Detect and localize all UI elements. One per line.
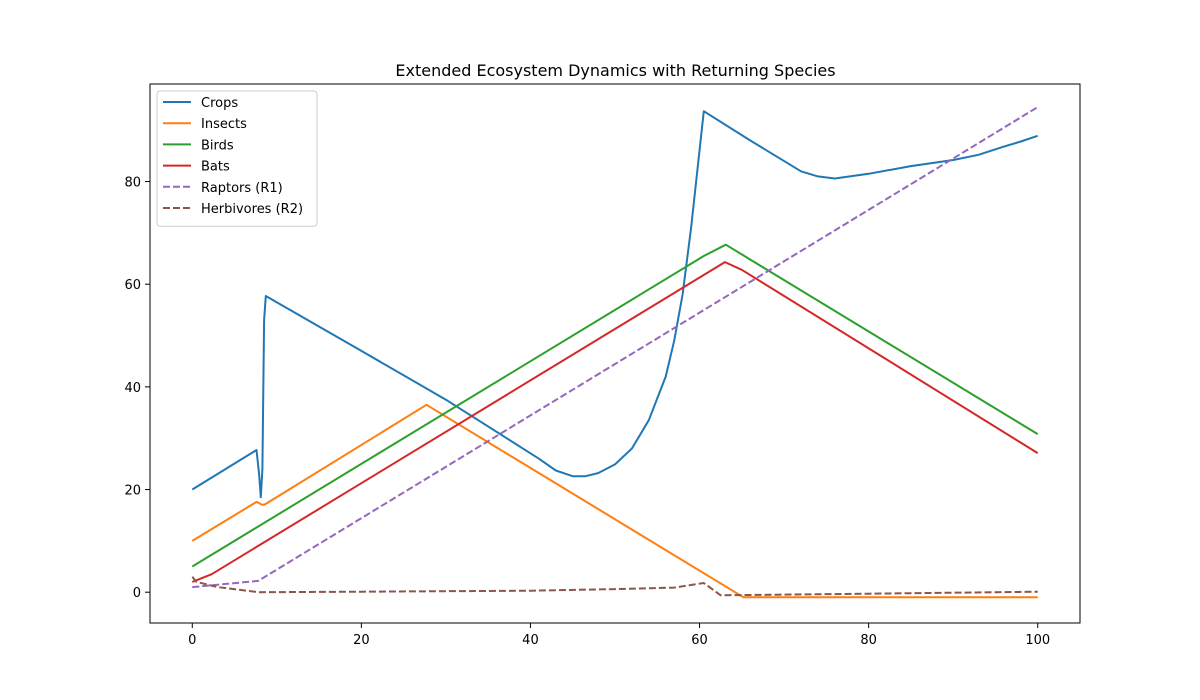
series-line-4 <box>192 106 1039 589</box>
x-tick-label: 40 <box>522 633 539 648</box>
series-layer <box>191 106 1039 599</box>
legend-label-3: Bats <box>201 160 230 175</box>
series-line-0 <box>191 110 1039 499</box>
legend-label-0: Crops <box>201 96 238 111</box>
y-axis: 0 20 40 60 80 <box>124 176 150 601</box>
series-line-5 <box>191 576 1038 597</box>
y-tick-label: 20 <box>124 484 141 499</box>
x-tick-label: 80 <box>860 633 877 648</box>
x-tick-label: 0 <box>188 633 196 648</box>
series-line-2 <box>191 243 1039 568</box>
chart-title: Extended Ecosystem Dynamics with Returni… <box>395 61 835 80</box>
y-tick-label: 60 <box>124 278 141 293</box>
plot-area-frame <box>149 83 1081 624</box>
legend-label-1: Insects <box>201 117 247 132</box>
x-tick-label: 20 <box>353 633 370 648</box>
series-line-1 <box>191 403 1038 599</box>
y-tick-label: 0 <box>133 586 141 601</box>
y-tick-label: 40 <box>124 381 141 396</box>
x-tick-label: 100 <box>1025 633 1050 648</box>
x-tick-label: 60 <box>691 633 708 648</box>
x-axis: 0 20 40 60 80 100 <box>188 623 1050 648</box>
legend-label-4: Raptors (R1) <box>201 181 283 196</box>
legend-label-5: Herbivores (R2) <box>201 202 303 217</box>
y-tick-label: 80 <box>124 176 141 191</box>
legend-box <box>156 90 318 227</box>
series-line-3 <box>191 261 1039 583</box>
legend-label-2: Birds <box>201 138 234 153</box>
legend: Crops Insects Birds Bats Raptors (R1) Herbivo… <box>156 90 318 227</box>
